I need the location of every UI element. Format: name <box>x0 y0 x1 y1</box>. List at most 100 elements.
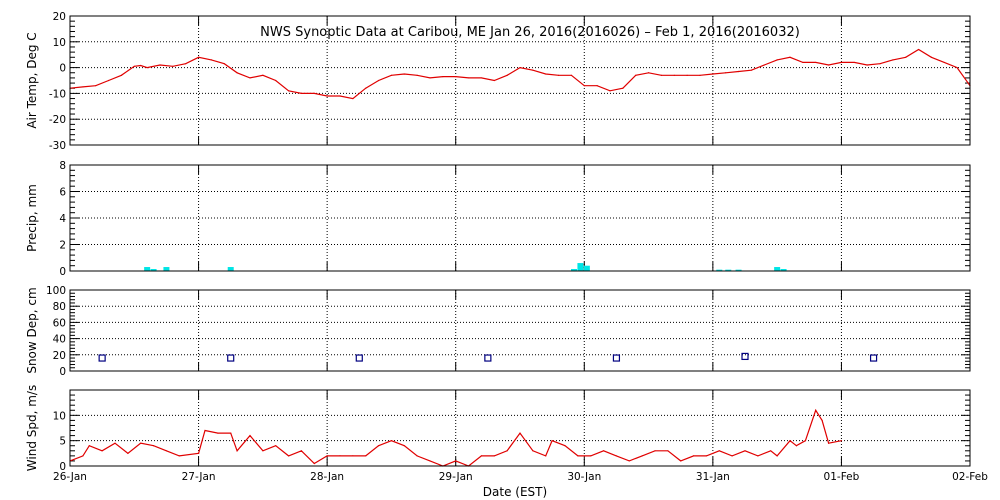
panel-1: 0 2 4 6 8 Precip, mm <box>25 160 971 278</box>
data-point <box>416 455 418 457</box>
data-point <box>300 92 303 94</box>
data-point <box>352 97 354 100</box>
data-point <box>654 450 656 452</box>
data-point <box>172 65 174 67</box>
data-point <box>519 432 521 434</box>
data-point <box>731 455 733 457</box>
y-tick-label: 0 <box>59 461 66 473</box>
panel-3: 0 5 10 Wind Spd, m/s <box>25 385 971 473</box>
data-point <box>275 79 277 82</box>
data-point <box>744 450 746 452</box>
data-point <box>930 56 933 58</box>
data-point <box>506 74 508 76</box>
snow-depth-marker <box>484 354 492 362</box>
data-point <box>532 450 534 452</box>
data-point <box>236 450 238 452</box>
data-point <box>429 460 431 462</box>
x-tick-label: 29-Jan <box>439 471 473 483</box>
y-axis-label: Snow Dep, cm <box>25 287 39 373</box>
data-point <box>802 61 804 64</box>
x-tick-label: 26-Jan <box>53 471 87 483</box>
snow-depth-marker <box>355 354 363 362</box>
data-point <box>789 56 791 58</box>
y-tick-label: 5 <box>59 436 66 448</box>
data-point <box>377 79 380 82</box>
precip-bar <box>150 269 157 271</box>
y-tick-label: 8 <box>59 160 66 172</box>
data-point <box>737 70 740 73</box>
y-tick-label: 10 <box>53 410 66 422</box>
data-point <box>455 76 457 78</box>
data-point <box>609 90 611 92</box>
data-point <box>789 440 791 442</box>
data-point <box>339 95 341 97</box>
precip-bar <box>725 269 732 271</box>
data-point <box>403 73 405 75</box>
data-point <box>120 74 123 76</box>
x-tick-label: 27-Jan <box>182 471 216 483</box>
data-point <box>718 450 720 452</box>
data-point <box>667 450 669 452</box>
x-tick-label: 01-Feb <box>824 471 860 483</box>
data-point <box>287 455 290 457</box>
data-point <box>827 442 830 444</box>
data-point <box>622 87 624 89</box>
data-point <box>892 59 894 61</box>
precip-bar <box>163 267 170 271</box>
data-point <box>770 450 772 452</box>
data-point <box>705 455 708 457</box>
data-point <box>602 450 605 452</box>
precip-bar <box>716 269 723 271</box>
data-point <box>853 61 855 64</box>
precip-bar <box>774 267 781 271</box>
data-point <box>570 74 573 76</box>
data-point <box>178 455 180 457</box>
y-tick-label: 0 <box>59 266 66 278</box>
data-point <box>577 455 579 457</box>
data-point <box>185 63 187 65</box>
y-tick-label: 0 <box>59 63 66 75</box>
data-point <box>480 77 483 79</box>
data-point <box>377 445 380 447</box>
y-tick-label: 4 <box>59 213 66 225</box>
precip-bar <box>583 265 590 271</box>
data-point <box>660 74 663 76</box>
data-point <box>615 455 618 457</box>
data-point <box>545 455 547 457</box>
snow-depth-marker <box>741 352 749 361</box>
data-point <box>506 450 508 452</box>
data-point <box>493 79 495 82</box>
data-point <box>480 455 483 457</box>
data-point <box>114 442 116 444</box>
data-point <box>641 455 643 457</box>
data-point <box>82 455 84 457</box>
chart-title: NWS Synoptic Data at Caribou, ME Jan 26,… <box>260 25 800 40</box>
precip-bar <box>144 267 151 271</box>
data-point <box>596 85 598 87</box>
data-point <box>917 48 920 51</box>
data-point <box>204 429 206 432</box>
precip-bar <box>571 269 577 271</box>
data-point <box>107 79 110 82</box>
data-point <box>712 73 714 75</box>
data-point <box>101 450 103 452</box>
y-tick-label: 2 <box>59 240 66 252</box>
precip-bar <box>735 269 742 271</box>
panel-2: 0 20 40 60 80 100 Snow Dep, cm <box>25 285 971 378</box>
data-point <box>804 440 807 442</box>
data-point <box>197 56 200 58</box>
y-tick-label: 100 <box>46 285 66 297</box>
data-point <box>313 462 315 465</box>
series-line <box>69 48 971 100</box>
y-axis-label: Air Temp, Deg C <box>25 32 39 128</box>
data-point <box>866 64 868 66</box>
data-point <box>827 64 830 66</box>
data-point <box>236 72 238 74</box>
data-point <box>692 455 695 457</box>
data-point <box>763 64 765 66</box>
panel-0: -30 -20 -10 0 10 20 Air Temp, Deg C <box>25 11 971 152</box>
data-point <box>635 74 637 76</box>
data-point <box>905 56 907 58</box>
data-point <box>840 440 843 442</box>
